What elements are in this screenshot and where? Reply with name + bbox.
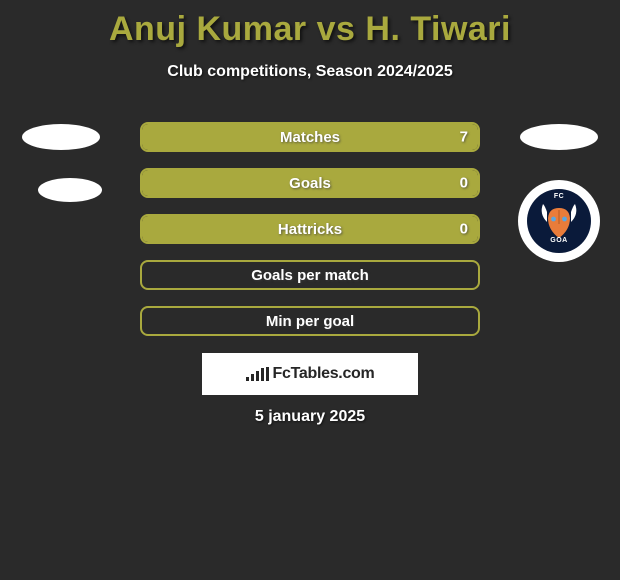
comparison-infographic: Anuj Kumar vs H. Tiwari Club competition… — [0, 0, 620, 580]
stat-label: Goals per match — [251, 267, 369, 284]
left-club-badge-2 — [38, 178, 102, 202]
fc-goa-text-bottom: GOA — [550, 237, 567, 244]
fc-goa-logo: FC GOA — [527, 189, 591, 253]
left-club-badge-1 — [22, 124, 100, 150]
stat-label: Goals — [289, 175, 331, 192]
fc-goa-icon — [537, 200, 581, 240]
fc-goa-text-top: FC — [554, 193, 564, 200]
stat-label: Min per goal — [266, 313, 354, 330]
brand-box: FcTables.com — [202, 353, 418, 395]
bars-icon — [246, 367, 269, 381]
stat-value: 0 — [460, 175, 468, 192]
right-club-badge-2: FC GOA — [518, 180, 600, 262]
title-vs: vs — [317, 10, 356, 48]
stat-row: Min per goal — [140, 306, 480, 336]
stat-row: Goals per match — [140, 260, 480, 290]
page-title: Anuj Kumar vs H. Tiwari — [0, 0, 620, 49]
brand-text: FcTables.com — [273, 365, 375, 383]
stat-row: Matches 7 — [140, 122, 480, 152]
right-club-badge-1 — [520, 124, 598, 150]
stat-value: 7 — [460, 129, 468, 146]
date-text: 5 january 2025 — [0, 408, 620, 426]
stats-rows: Matches 7 Goals 0 Hattricks 0 Goals per match M… — [140, 122, 480, 352]
stat-row: Goals 0 — [140, 168, 480, 198]
stat-label: Hattricks — [278, 221, 342, 238]
subtitle: Club competitions, Season 2024/2025 — [0, 63, 620, 81]
stat-value: 0 — [460, 221, 468, 238]
stat-row: Hattricks 0 — [140, 214, 480, 244]
player-right-name: H. Tiwari — [365, 10, 511, 48]
player-left-name: Anuj Kumar — [109, 10, 307, 48]
stat-label: Matches — [280, 129, 340, 146]
